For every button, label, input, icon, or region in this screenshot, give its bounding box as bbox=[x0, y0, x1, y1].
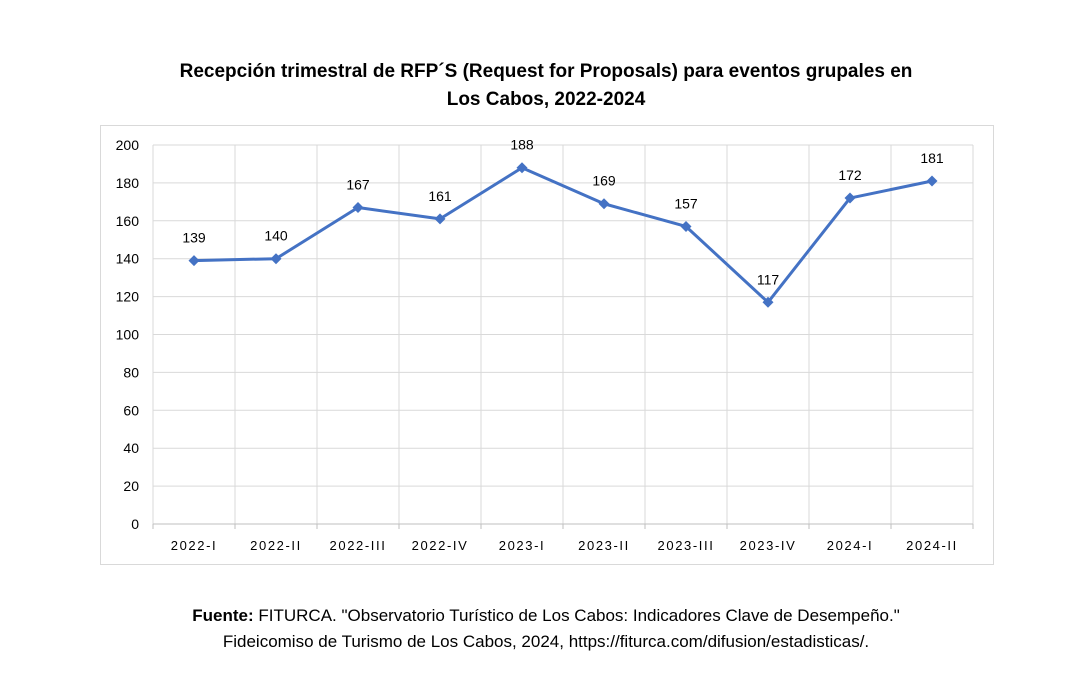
x-tick-label: 2022-I bbox=[171, 538, 217, 553]
data-point-marker bbox=[844, 192, 856, 204]
data-point-marker bbox=[762, 296, 774, 308]
x-tick-label: 2023-III bbox=[658, 538, 715, 553]
source-note: Fuente: FITURCA. "Observatorio Turístico… bbox=[0, 603, 1092, 655]
data-point-marker bbox=[926, 175, 938, 187]
data-point-marker bbox=[352, 202, 364, 214]
x-tick-label: 2024-I bbox=[827, 538, 873, 553]
data-label: 117 bbox=[757, 271, 780, 287]
data-label: 157 bbox=[674, 195, 698, 211]
chart-title: Recepción trimestral de RFP´S (Request f… bbox=[0, 58, 1092, 114]
data-point-marker bbox=[188, 255, 200, 267]
data-point-marker bbox=[680, 220, 692, 232]
x-tick-label: 2024-II bbox=[906, 538, 958, 553]
chart-title-line-1: Recepción trimestral de RFP´S (Request f… bbox=[179, 61, 913, 82]
x-tick-label: 2023-II bbox=[578, 538, 630, 553]
series bbox=[188, 162, 938, 308]
y-tick-label: 0 bbox=[131, 516, 139, 532]
y-tick-label: 120 bbox=[116, 289, 140, 305]
x-tick-label: 2022-IV bbox=[412, 538, 469, 553]
axes: 0 20 40 60 80 100 120 140 160 180 200 2022-I 2022-II… bbox=[116, 137, 974, 553]
source-text-1: FITURCA. "Observatorio Turístico de Los … bbox=[253, 606, 900, 625]
data-label: 172 bbox=[838, 167, 862, 183]
data-label: 181 bbox=[920, 150, 944, 166]
data-point-marker bbox=[598, 198, 610, 210]
x-tick-label: 2022-II bbox=[250, 538, 302, 553]
data-point-marker bbox=[434, 213, 446, 225]
y-tick-label: 160 bbox=[116, 213, 140, 229]
y-tick-label: 100 bbox=[116, 327, 140, 343]
y-tick-label: 60 bbox=[123, 402, 139, 418]
data-point-marker bbox=[516, 162, 528, 174]
source-label: Fuente: bbox=[192, 606, 254, 625]
data-label: 167 bbox=[346, 177, 370, 193]
x-tick-label: 2023-I bbox=[499, 538, 545, 553]
data-label: 140 bbox=[264, 228, 288, 244]
data-point-marker bbox=[270, 253, 282, 265]
data-label: 139 bbox=[182, 230, 206, 246]
series-line bbox=[192, 166, 934, 304]
labels: 139 140 167 161 188 169 157 117 172 181 bbox=[182, 137, 944, 288]
x-tick-label: 2022-III bbox=[330, 538, 387, 553]
source-line-2: Fideicomiso de Turismo de Los Cabos, 202… bbox=[222, 632, 870, 651]
gridlines bbox=[152, 144, 974, 525]
y-tick-label: 180 bbox=[116, 175, 140, 191]
data-label: 169 bbox=[592, 173, 616, 189]
y-tick-label: 80 bbox=[123, 364, 139, 380]
y-tick-label: 20 bbox=[123, 478, 139, 494]
y-tick-label: 200 bbox=[116, 137, 140, 153]
x-tick-label: 2023-IV bbox=[740, 538, 797, 553]
y-tick-label: 140 bbox=[116, 251, 140, 267]
y-tick-label: 40 bbox=[123, 440, 139, 456]
data-label: 188 bbox=[510, 137, 534, 153]
data-label: 161 bbox=[428, 188, 452, 204]
chart-title-line-2: Los Cabos, 2022-2024 bbox=[446, 89, 646, 110]
source-line-1: Fuente: FITURCA. "Observatorio Turístico… bbox=[0, 603, 1092, 629]
